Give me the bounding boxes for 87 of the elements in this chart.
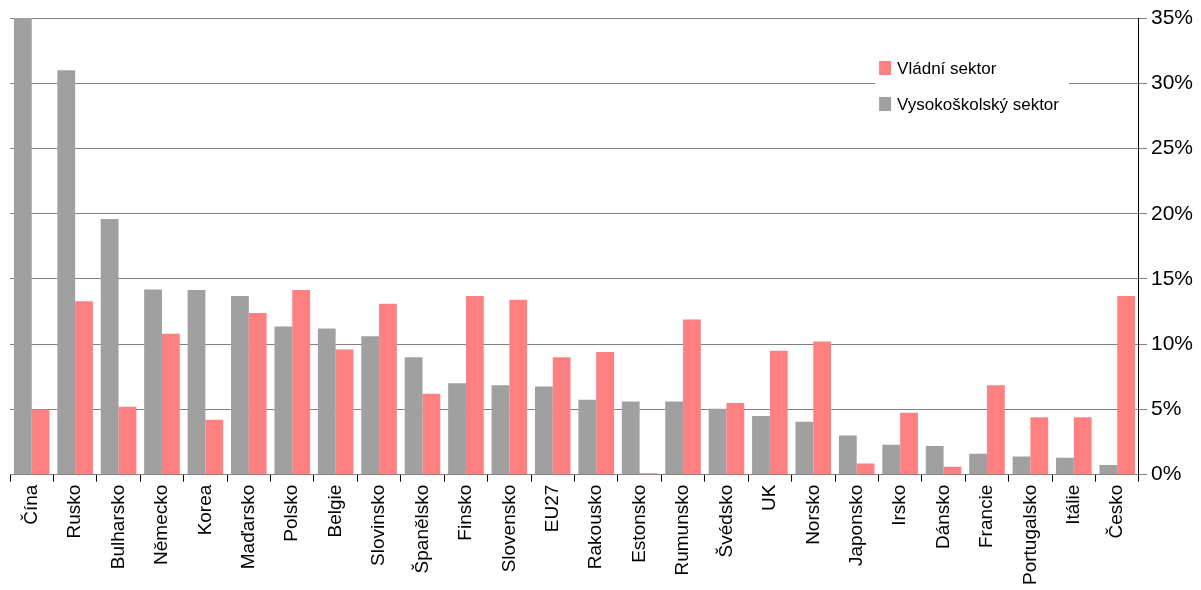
x-tick-label: Korea [193,484,215,536]
bar [231,295,249,475]
x-tick-label: Estonsko [627,484,649,563]
bar [31,409,50,475]
bar [317,328,336,475]
bar [534,386,553,475]
bar [813,341,832,475]
x-tick-label: Itálie [1062,484,1084,525]
bar [118,406,137,475]
bar [1012,456,1031,475]
bar [1117,295,1136,475]
bar [943,466,962,475]
x-tick-label: Rusko [63,484,85,539]
bar [969,453,987,475]
bar [187,290,206,475]
bar [274,326,293,475]
x-tick-label: Česko [1105,484,1127,539]
x-tick-label: Bulharsko [106,484,128,570]
bar [75,301,93,475]
bar [838,435,857,475]
x-tick-label: Irsko [888,484,910,526]
bar [361,336,380,475]
x-tick-label: Norsko [801,484,823,545]
bar [578,399,597,475]
x-tick-label: Rumunsko [671,484,693,576]
bar [161,333,180,475]
bar [491,385,510,475]
x-tick-label: Švédsko [714,484,736,558]
y-tick-label: 20% [1150,200,1193,224]
bar [335,349,354,475]
bar [422,393,441,475]
x-tick-label: Slovensko [497,484,519,573]
x-tick-label: Španělsko [410,484,432,574]
bar [1030,417,1049,475]
x-tick-label: Japonsko [844,484,866,567]
bar [708,408,727,475]
bar [665,401,684,475]
bar [596,352,614,475]
x-tick-label: Slovinsko [367,484,389,566]
y-tick-label: 30% [1150,70,1193,94]
bar [144,289,162,475]
bar [13,18,32,475]
legend-label: Vládní sektor [897,58,997,78]
x-tick-label: Čína [19,484,41,525]
x-tick-label: Dánsko [931,484,953,550]
bar [900,412,918,475]
x-tick-label: Finsko [454,484,476,541]
y-tick-label: 0% [1150,461,1182,485]
x-tick-label: Německo [150,484,172,565]
y-tick-label: 35% [1150,4,1193,28]
bar [882,444,901,475]
x-tick-label: Francie [975,484,997,549]
bar [448,383,466,475]
bar [404,357,423,475]
bar [856,463,875,475]
bar [292,290,311,475]
x-tick-label: Belgie [323,484,345,538]
bar [621,401,640,475]
legend-label: Vysokoškolský sektor [897,94,1060,114]
bar [509,299,528,475]
bar [925,445,944,475]
bar [1073,417,1092,475]
bar [769,350,788,475]
bar [57,70,76,475]
x-tick-label: EU27 [541,484,563,533]
x-tick-label: Maďarsko [237,484,259,570]
x-tick-label: Rakousko [584,484,606,570]
y-tick-label: 10% [1150,330,1193,354]
bar [795,421,814,475]
bar [1099,464,1118,475]
bar [1056,457,1074,475]
x-tick-label: UK [758,484,780,512]
bar [379,303,397,475]
bar [552,357,571,475]
bar [683,319,701,475]
bar [752,415,770,475]
x-tick-label: Portugalsko [1018,484,1040,586]
x-tick-label: Polsko [280,484,302,542]
y-tick-label: 5% [1150,396,1182,420]
y-tick-label: 15% [1150,265,1193,289]
bar [465,295,484,475]
y-tick-label: 25% [1150,135,1193,159]
bar [205,419,224,475]
bar [726,402,745,475]
bar [248,312,267,475]
bar [100,218,119,475]
bar [986,385,1005,475]
